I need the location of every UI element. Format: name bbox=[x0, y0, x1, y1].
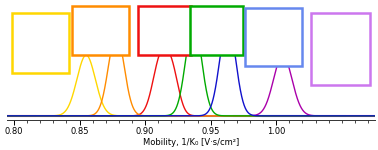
FancyBboxPatch shape bbox=[138, 6, 191, 54]
FancyBboxPatch shape bbox=[245, 8, 302, 66]
FancyBboxPatch shape bbox=[12, 13, 69, 73]
FancyBboxPatch shape bbox=[311, 13, 370, 85]
X-axis label: Mobility, 1/K₀ [V·s/cm²]: Mobility, 1/K₀ [V·s/cm²] bbox=[143, 138, 239, 147]
FancyBboxPatch shape bbox=[190, 6, 243, 54]
FancyBboxPatch shape bbox=[72, 6, 129, 54]
